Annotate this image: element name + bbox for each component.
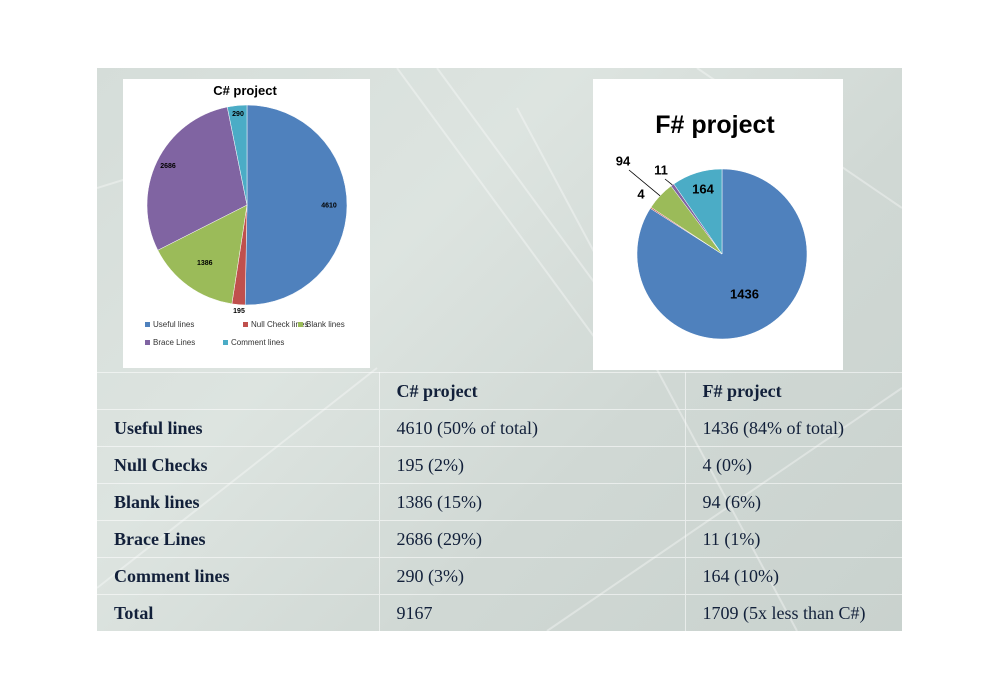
row-label: Blank lines <box>97 483 380 521</box>
table-header-row: C# project F# project <box>97 372 902 410</box>
chart-title: F# project <box>655 111 775 139</box>
table-row: Null Checks 195 (2%) 4 (0%) <box>97 446 902 484</box>
data-label: 164 <box>692 181 714 196</box>
legend-item: Comment lines <box>231 338 284 347</box>
pie-slice <box>146 106 248 251</box>
row-label: Brace Lines <box>97 520 380 558</box>
data-label: 2686 <box>160 163 176 170</box>
data-label: 4610 <box>321 203 337 210</box>
pie-slice <box>157 204 248 305</box>
legend-swatch <box>298 322 303 327</box>
pie-slice <box>673 168 723 255</box>
fsharp-chart-panel: 1436 4 94 11 164 F# project <box>593 79 843 370</box>
table-header-cell: F# project <box>685 372 902 410</box>
table-cell: 164 (10%) <box>685 557 902 595</box>
table-row: Total 9167 1709 (5x less than C#) <box>97 594 902 631</box>
fsharp-pie-chart: 1436 4 94 11 164 F# project <box>616 111 808 340</box>
legend-item: Null Check lines <box>251 320 308 329</box>
legend-swatch <box>145 322 150 327</box>
row-label: Useful lines <box>97 409 380 447</box>
table-cell: 4 (0%) <box>685 446 902 484</box>
table-cell: 2686 (29%) <box>379 520 686 558</box>
pie-slice <box>244 104 348 306</box>
table-cell: 4610 (50% of total) <box>379 409 686 447</box>
table-cell: 290 (3%) <box>379 557 686 595</box>
data-label: 195 <box>233 308 245 315</box>
legend-swatch <box>145 340 150 345</box>
data-label: 1436 <box>730 286 759 301</box>
table-header-cell <box>97 372 380 410</box>
legend-item: Blank lines <box>306 320 345 329</box>
csharp-pie-chart: 4610 195 1386 2686 290 C# project Useful lines… <box>145 83 348 347</box>
data-label: 290 <box>232 111 244 118</box>
data-label: 11 <box>654 162 668 177</box>
data-label: 1386 <box>197 260 213 267</box>
comparison-table: C# project F# project Useful lines 4610 … <box>97 372 902 631</box>
table-header-cell: C# project <box>379 372 686 410</box>
table-cell: 11 (1%) <box>685 520 902 558</box>
table-cell: 9167 <box>379 594 686 631</box>
leader-line <box>664 178 673 186</box>
leader-line <box>628 169 661 197</box>
legend-item: Brace Lines <box>153 338 195 347</box>
csharp-chart-panel: 4610 195 1386 2686 290 C# project Useful lines… <box>123 79 370 368</box>
data-label: 4 <box>637 186 645 201</box>
table-row: Brace Lines 2686 (29%) 11 (1%) <box>97 520 902 558</box>
pie-slice <box>226 104 248 206</box>
table-cell: 94 (6%) <box>685 483 902 521</box>
table-cell: 1436 (84% of total) <box>685 409 902 447</box>
table-row: Useful lines 4610 (50% of total) 1436 (8… <box>97 409 902 447</box>
table-row: Comment lines 290 (3%) 164 (10%) <box>97 557 902 595</box>
legend-item: Useful lines <box>153 320 194 329</box>
row-label: Total <box>97 594 380 631</box>
table-row: Blank lines 1386 (15%) 94 (6%) <box>97 483 902 521</box>
chart-title: C# project <box>213 83 277 98</box>
table-cell: 195 (2%) <box>379 446 686 484</box>
row-label: Comment lines <box>97 557 380 595</box>
data-label: 94 <box>616 153 631 168</box>
table-cell: 1386 (15%) <box>379 483 686 521</box>
legend-swatch <box>223 340 228 345</box>
slide: 4610 195 1386 2686 290 C# project Useful lines… <box>97 68 902 631</box>
row-label: Null Checks <box>97 446 380 484</box>
table-cell: 1709 (5x less than C#) <box>685 594 902 631</box>
legend-swatch <box>243 322 248 327</box>
